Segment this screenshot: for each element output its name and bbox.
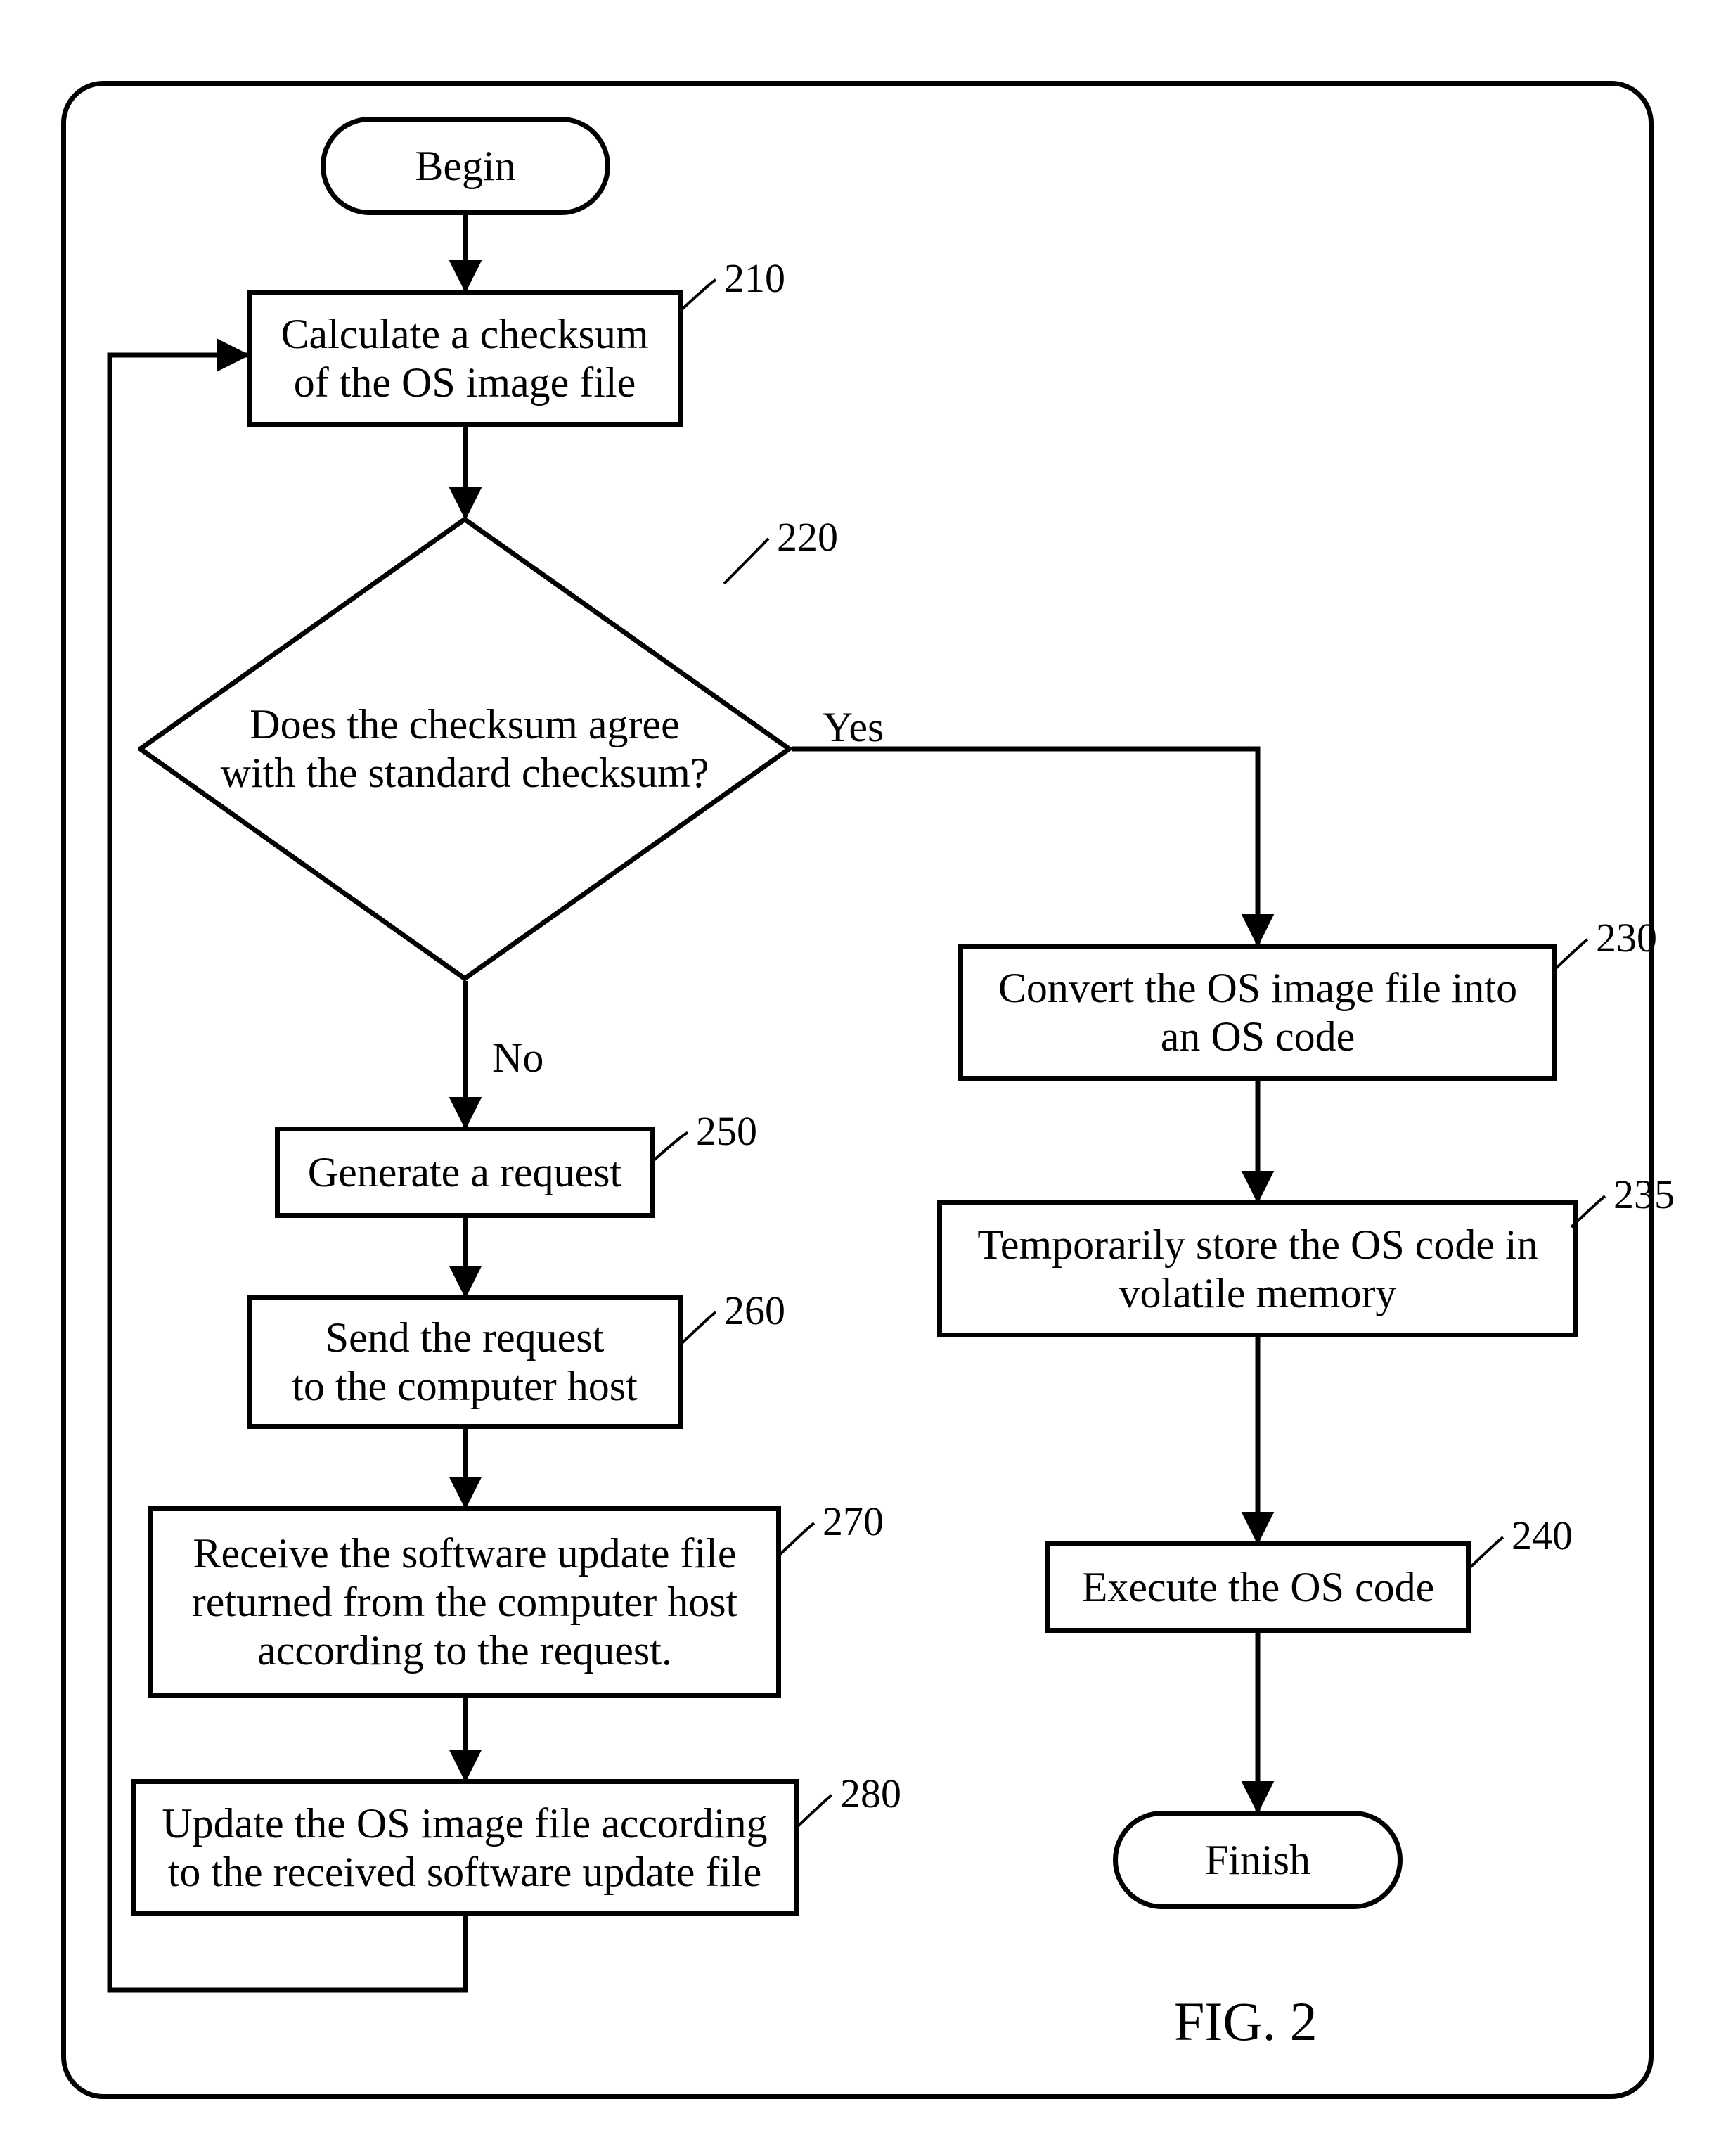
process-270-label: Receive the software update filereturned… (185, 1529, 745, 1675)
process-280-label: Update the OS image file accordingto the… (155, 1799, 774, 1897)
process-260: Send the requestto the computer host (247, 1295, 683, 1429)
process-260-label: Send the requestto the computer host (285, 1314, 645, 1411)
process-250: Generate a request (275, 1127, 655, 1218)
ref-270: 270 (823, 1498, 884, 1545)
process-210-label: Calculate a checksumof the OS image file (273, 310, 655, 407)
process-230-label: Convert the OS image file intoan OS code (991, 964, 1524, 1061)
ref-280: 280 (840, 1770, 901, 1817)
process-210: Calculate a checksumof the OS image file (247, 290, 683, 427)
process-230: Convert the OS image file intoan OS code (958, 944, 1557, 1081)
process-250-label: Generate a request (301, 1148, 629, 1197)
ref-230: 230 (1596, 914, 1657, 961)
terminator-finish-label: Finish (1198, 1836, 1317, 1885)
process-240-label: Execute the OS code (1075, 1563, 1441, 1612)
terminator-finish: Finish (1113, 1811, 1403, 1909)
decision-220-label: Does the checksum agreewith the standard… (138, 700, 792, 797)
ref-240: 240 (1512, 1512, 1573, 1559)
terminator-begin: Begin (321, 117, 610, 215)
process-280: Update the OS image file accordingto the… (131, 1779, 799, 1916)
ref-220: 220 (777, 513, 838, 560)
ref-210: 210 (724, 255, 785, 302)
process-270: Receive the software update filereturned… (148, 1506, 781, 1698)
figure-label: FIG. 2 (1174, 1990, 1317, 2053)
branch-label-yes: Yes (823, 703, 884, 752)
decision-220: Does the checksum agreewith the standard… (138, 517, 792, 981)
terminator-begin-label: Begin (408, 142, 522, 191)
ref-260: 260 (724, 1287, 785, 1334)
process-240: Execute the OS code (1045, 1541, 1471, 1633)
process-235-label: Temporarily store the OS code involatile… (970, 1221, 1545, 1318)
branch-label-no: No (492, 1034, 543, 1082)
process-235: Temporarily store the OS code involatile… (937, 1200, 1578, 1337)
ref-250: 250 (696, 1108, 757, 1155)
ref-235: 235 (1613, 1171, 1675, 1218)
